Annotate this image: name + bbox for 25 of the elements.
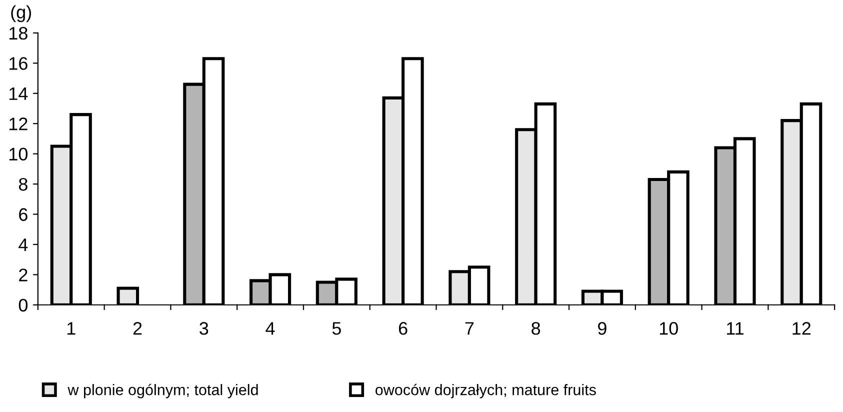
y-tick-label: 14 [10, 88, 28, 100]
x-tick-label: 4 [266, 322, 275, 335]
x-tick-label: 1 [67, 322, 76, 335]
x-tick-label: 3 [200, 322, 208, 335]
x-tick-label: 11 [726, 322, 744, 335]
y-tick-label: 12 [10, 118, 28, 130]
x-tick-label: 12 [792, 322, 811, 335]
x-tick-label: 9 [598, 322, 606, 335]
y-tick-label: 18 [10, 26, 28, 40]
y-tick-label: 0 [18, 298, 28, 312]
x-tick-label: 8 [532, 322, 540, 335]
y-tick-label: 2 [19, 268, 28, 282]
legend-label: owoców dojrzałych; mature fruits [376, 384, 596, 398]
y-tick-label: 4 [18, 238, 28, 251]
y-tick-label: 16 [10, 57, 28, 70]
x-tick-label: 10 [660, 322, 678, 335]
legend-label: w plonie ogólnym; total yield [68, 384, 258, 398]
x-tick-label: 5 [332, 322, 341, 335]
y-axis-title: (g) [11, 5, 31, 22]
x-tick-label: 2 [133, 322, 142, 335]
x-tick-label: 6 [398, 322, 408, 335]
y-tick-label: 10 [10, 148, 28, 161]
y-tick-label: 8 [18, 178, 28, 191]
y-tick-label: 6 [19, 208, 28, 221]
x-tick-label: 7 [465, 322, 474, 335]
